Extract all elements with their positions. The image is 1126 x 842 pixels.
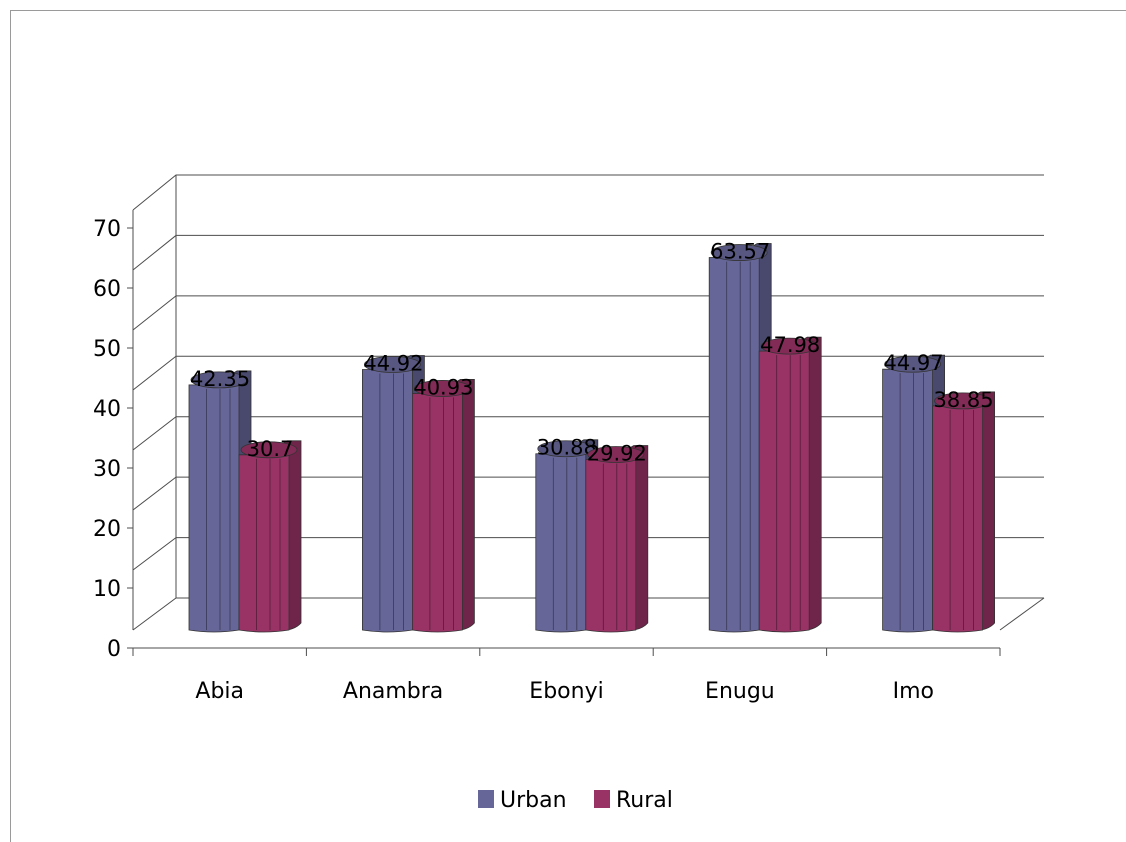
data-label-rural-imo: 38.85: [934, 388, 994, 412]
gridline: [132, 295, 1044, 331]
data-label-urban-enugu: 63.57: [710, 240, 770, 264]
y-tick-label: 50: [93, 337, 121, 362]
x-category-label: Abia: [195, 679, 244, 704]
legend-label-rural: Rural: [616, 788, 673, 813]
bar-rural-abia: [238, 440, 302, 633]
data-label-rural-ebonyi: 29.92: [587, 441, 647, 465]
data-label-urban-abia: 42.35: [190, 367, 250, 391]
gridline: [132, 234, 1044, 271]
legend-swatch-rural: [594, 790, 610, 808]
gridline: [132, 174, 1044, 211]
legend-label-urban: Urban: [500, 788, 567, 813]
y-tick-label: 70: [93, 217, 121, 242]
data-label-urban-imo: 44.97: [884, 351, 944, 375]
bar-rural-ebonyi: [585, 445, 649, 633]
y-tick-label: 30: [93, 457, 121, 482]
y-tick-label: 60: [93, 277, 121, 302]
chart-frame: [10, 10, 1126, 842]
bar-rural-imo: [932, 391, 995, 633]
y-tick-label: 40: [93, 397, 121, 422]
data-label-rural-anambra: 40.93: [413, 375, 473, 399]
bar-rural-enugu: [758, 336, 822, 633]
bar-rural-anambra: [412, 379, 475, 633]
floor-edge: [999, 597, 1045, 631]
data-label-urban-ebonyi: 30.88: [537, 436, 597, 460]
x-category-label: Imo: [893, 679, 934, 704]
data-label-rural-enugu: 47.98: [760, 333, 820, 357]
x-category-label: Anambra: [343, 679, 443, 704]
data-label-urban-anambra: 44.92: [363, 351, 423, 375]
x-category-label: Enugu: [705, 679, 775, 704]
data-label-rural-abia: 30.7: [247, 437, 294, 461]
x-category-label: Ebonyi: [529, 679, 603, 704]
y-tick-label: 20: [93, 517, 121, 542]
legend-swatch-urban: [478, 790, 494, 808]
y-tick-label: 0: [107, 637, 121, 662]
y-tick-label: 10: [93, 577, 121, 602]
